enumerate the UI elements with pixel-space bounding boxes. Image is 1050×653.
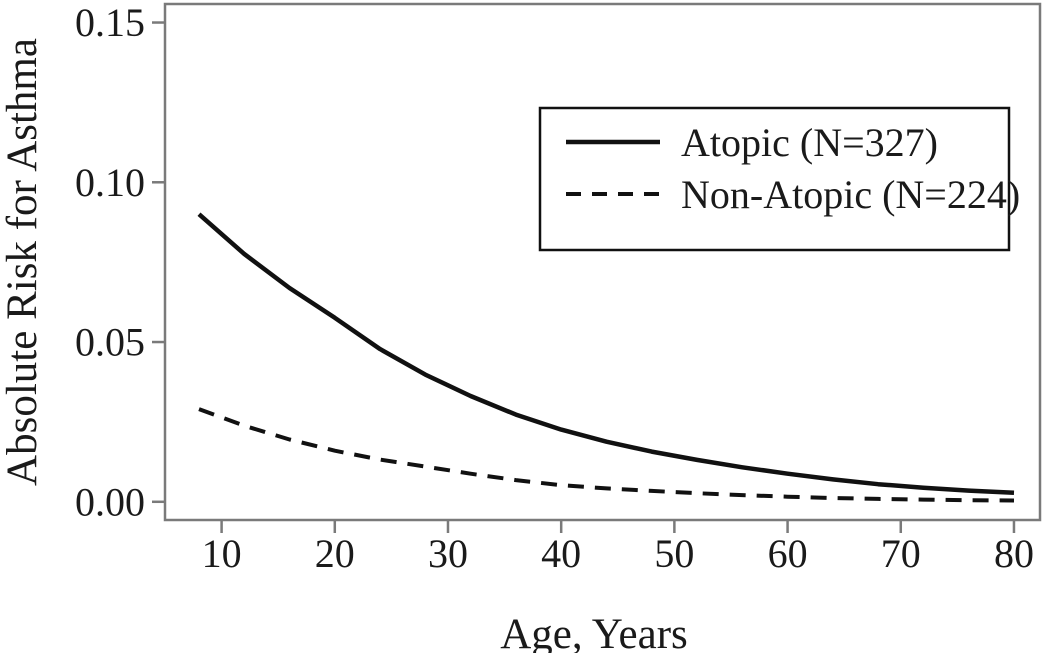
curve-non-atopic-n: [198, 407, 1015, 503]
y-tick-label: 0.05: [75, 320, 145, 365]
y-axis-title: Absolute Risk for Asthma: [0, 38, 46, 486]
legend-label-non-atopic: Non-Atopic (N=224): [681, 172, 1020, 217]
x-axis-title: Age, Years: [500, 611, 688, 653]
x-tick-label: 80: [994, 531, 1034, 576]
data-curves: [197, 212, 1015, 503]
axis-ticks: 0.00 0.05 0.10 0.15 10 20 30 40 50 60 70 80: [75, 0, 1034, 576]
x-tick-label: 30: [428, 531, 468, 576]
y-tick-label: 0.10: [75, 160, 145, 205]
x-tick-label: 70: [881, 531, 921, 576]
legend-border: [538, 106, 1011, 252]
x-tick-label: 10: [202, 531, 242, 576]
x-tick-label: 60: [768, 531, 808, 576]
x-tick-label: 20: [315, 531, 355, 576]
x-tick-label: 40: [541, 531, 581, 576]
plot-area-border: [163, 2, 1042, 522]
legend-label-atopic: Atopic (N=327): [681, 120, 938, 165]
curve-atopic-n: [197, 212, 1015, 496]
legend: Atopic (N=327) Non-Atopic (N=224): [538, 106, 1020, 252]
y-tick-label: 0.00: [75, 479, 145, 524]
x-tick-label: 50: [654, 531, 694, 576]
y-tick-label: 0.15: [75, 0, 145, 45]
